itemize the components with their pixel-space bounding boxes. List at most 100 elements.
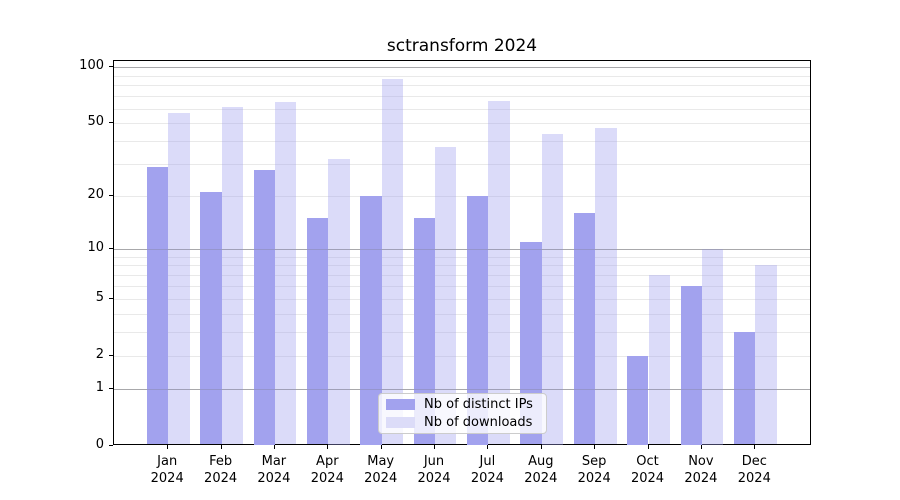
y-tick-10 [108,248,113,249]
x-tick-aug [540,444,542,449]
major-gridline-overlay-10 [114,249,810,250]
x-label-month: Mar [261,453,287,469]
minor-gridline-90 [114,75,810,77]
minor-gridline-5 [114,298,810,300]
x-label-month: Jul [479,453,496,469]
legend-item-downloads: Nb of downloads [386,415,539,430]
bar-distinct-ips-jul [467,196,489,445]
y-tick-label-100: 100 [79,58,104,74]
x-tick-may [380,444,382,449]
x-tick-label-may: May 2024 [350,453,412,487]
x-label-year: 2024 [204,470,238,486]
x-tick-oct [647,444,649,449]
bar-distinct-ips-oct [627,355,649,445]
bar-distinct-ips-sep [573,213,596,445]
x-tick-label-dec: Dec 2024 [723,453,785,487]
y-tick-0 [108,444,113,446]
minor-gridline-2 [114,355,810,357]
minor-gridline-40 [114,141,810,143]
major-gridline-10 [114,249,810,250]
minor-gridline-60 [114,108,810,110]
x-label-month: Jan [157,453,178,469]
x-tick-jul [487,444,489,449]
y-tick-label-20: 20 [87,187,104,202]
major-gridline-overlay-100 [114,67,810,69]
x-tick-label-jul: Jul 2024 [456,453,518,487]
legend-swatch-distinct-ips [386,399,415,410]
x-label-year: 2024 [150,470,184,486]
x-label-month: Aug [528,453,554,469]
x-tick-jan [167,444,169,449]
y-tick-50 [108,122,113,124]
y-tick-2 [108,354,113,356]
y-tick-5 [108,297,113,299]
bar-distinct-ips-feb [200,192,222,445]
minor-gridline-4 [114,313,810,315]
x-tick-label-sep: Sep 2024 [563,453,625,487]
x-label-year: 2024 [310,470,344,486]
legend-item-distinct-ips: Nb of distinct IPs [386,397,539,412]
bar-downloads-oct [648,275,670,445]
y-tick-label-1: 1 [95,379,104,395]
y-tick-100 [108,66,113,68]
x-label-year: 2024 [737,470,771,486]
x-tick-label-oct: Oct 2024 [617,453,679,487]
x-label-year: 2024 [684,470,718,486]
legend-label-downloads: Nb of downloads [424,415,533,430]
x-tick-label-aug: Aug 2024 [510,453,572,487]
minor-gridline-80 [114,85,810,87]
y-tick-20 [108,195,113,196]
x-label-year: 2024 [364,470,398,486]
x-label-year: 2024 [524,470,558,486]
y-tick-label-10: 10 [87,240,104,255]
plot-area [113,60,811,445]
bar-downloads-feb [221,107,243,445]
y-tick-label-50: 50 [87,114,104,130]
bar-downloads-dec [755,265,777,445]
minor-gridline-9 [114,256,810,258]
legend-label-distinct-ips: Nb of distinct IPs [424,397,533,412]
x-label-month: Feb [209,453,233,469]
x-tick-jun [434,444,435,449]
bar-distinct-ips-mar [253,169,275,445]
x-label-year: 2024 [257,470,291,486]
y-tick-1 [108,387,113,389]
x-tick-feb [220,444,222,449]
x-label-year: 2024 [470,470,504,486]
bar-downloads-jul [488,100,510,445]
x-tick-nov [700,444,702,449]
minor-gridline-8 [114,265,810,267]
legend: Nb of distinct IPs Nb of downloads [378,393,547,434]
x-label-month: May [367,453,395,469]
bar-distinct-ips-jun [413,218,435,445]
major-gridline-100 [114,67,810,69]
minor-gridline-6 [114,286,810,287]
x-tick-label-mar: Mar 2024 [243,453,305,487]
bar-distinct-ips-dec [733,331,756,445]
x-label-year: 2024 [577,470,611,486]
minor-gridline-70 [114,96,810,98]
bar-distinct-ips-may [360,196,382,445]
x-tick-label-feb: Feb 2024 [190,453,252,487]
y-tick-label-0: 0 [95,436,104,452]
x-label-year: 2024 [630,470,665,486]
minor-gridline-30 [114,164,810,166]
bar-distinct-ips-apr [306,218,329,445]
minor-gridline-7 [114,275,810,277]
x-label-month: Oct [636,453,659,469]
bar-downloads-nov [701,249,724,445]
y-tick-label-2: 2 [95,346,104,362]
chart-title: sctransform 2024 [386,36,538,56]
bar-distinct-ips-nov [680,286,702,445]
x-label-month: Apr [316,453,339,469]
minor-gridline-20 [114,196,810,197]
x-tick-label-apr: Apr 2024 [296,453,358,487]
bar-downloads-aug [541,133,564,445]
major-gridline-overlay-1 [114,388,810,390]
bar-downloads-sep [595,128,617,445]
x-tick-dec [754,444,756,449]
bar-distinct-ips-jan [146,166,169,445]
x-label-year: 2024 [417,470,451,486]
minor-gridline-50 [114,123,810,125]
